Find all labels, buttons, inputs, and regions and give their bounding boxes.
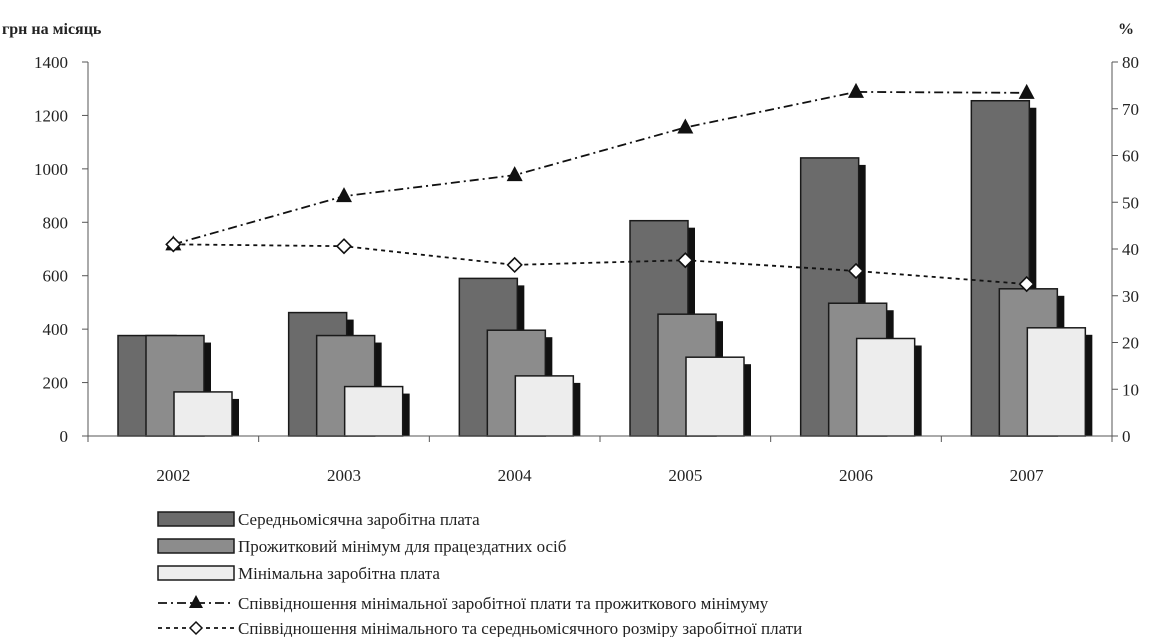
- bar-depth: [744, 364, 751, 436]
- diamond-point: [1018, 275, 1035, 293]
- right-axis-tick-label: 0: [1122, 427, 1131, 446]
- bar-depth: [232, 398, 239, 436]
- x-axis-tick-label: 2006: [839, 466, 873, 485]
- bar-depth: [858, 164, 866, 436]
- series-line: [173, 91, 1027, 246]
- triangle-point: [336, 187, 352, 203]
- legend: Середньомісячна заробітна плата Прожитков…: [157, 510, 802, 637]
- bar-depth: [1085, 334, 1093, 436]
- x-axis-tick-label: 2003: [327, 466, 361, 485]
- bar: [343, 385, 404, 437]
- x-axis-tick-label: 2002: [156, 466, 190, 485]
- left-axis-tick-label: 200: [43, 374, 69, 393]
- left-axis-tick-label: 400: [43, 320, 69, 339]
- right-axis-tick-label: 50: [1122, 193, 1139, 212]
- bar-depth: [402, 393, 410, 436]
- right-axis-tick-label: 70: [1122, 100, 1139, 119]
- triangle-point: [677, 118, 694, 134]
- x-axis-labels: 2002 2003 2004 2005 2006 2007: [156, 466, 1044, 485]
- legend-bar-swatch: [157, 511, 235, 527]
- triangle-point: [848, 82, 864, 98]
- triangle-point: [1018, 83, 1035, 99]
- series-line: [173, 243, 1027, 285]
- legend-label: Середньомісячна заробітна плата: [238, 510, 480, 529]
- right-axis-unit-label: %: [1118, 21, 1134, 38]
- diamond-point: [506, 256, 523, 274]
- diamond-point: [335, 238, 353, 255]
- bar-depth: [573, 382, 581, 436]
- right-axis-tick-label: 40: [1122, 240, 1139, 259]
- legend-diamond-marker: [188, 620, 204, 636]
- legend-label: Співвідношення мінімальної заробітної пл…: [238, 594, 769, 613]
- bar-depth: [204, 342, 211, 436]
- triangle-point: [506, 166, 523, 182]
- bar: [1026, 327, 1087, 437]
- left-axis-unit-label: грн на місяць: [2, 21, 102, 38]
- diamond-point: [847, 262, 865, 280]
- bar-plot: [117, 99, 1093, 437]
- diamond-point: [677, 252, 694, 269]
- left-axis-tick-label: 1000: [34, 160, 68, 179]
- bar: [685, 356, 745, 437]
- legend-bar-swatch: [157, 565, 235, 581]
- diamond-point: [165, 236, 182, 253]
- bar-depth: [1029, 107, 1037, 436]
- line-plot: [165, 82, 1035, 293]
- left-axis-tick-label: 1400: [34, 53, 68, 72]
- legend-bar-swatch: [157, 538, 235, 554]
- left-axis-tick-label: 1200: [34, 106, 68, 125]
- left-axis-tick-label: 800: [43, 213, 69, 232]
- legend-triangle-marker: [189, 595, 203, 608]
- legend-label: Мінімальна заробітна плата: [238, 564, 440, 583]
- left-axis-tick-label: 0: [60, 427, 69, 446]
- legend-label: Прожитковий мінімум для працездатних осі…: [238, 537, 566, 556]
- x-axis-tick-label: 2004: [498, 466, 533, 485]
- right-axis-tick-label: 80: [1122, 53, 1139, 72]
- bar: [855, 337, 916, 437]
- right-axis-tick-label: 60: [1122, 147, 1139, 166]
- x-axis-tick-label: 2005: [668, 466, 702, 485]
- legend-label: Співвідношення мінімального та середньом…: [238, 619, 802, 637]
- bar: [514, 375, 575, 437]
- left-axis: 0 200 400 600 800 1000 1200 1400: [34, 53, 88, 446]
- bar: [173, 391, 233, 437]
- x-axis-tick-label: 2007: [1010, 466, 1045, 485]
- axes: [87, 62, 1113, 442]
- bar-depth: [914, 345, 922, 436]
- right-axis-tick-label: 20: [1122, 334, 1139, 353]
- right-axis: 0 10 20 30 40 50 60 70 80: [1112, 53, 1139, 446]
- right-axis-tick-label: 10: [1122, 380, 1139, 399]
- left-axis-tick-label: 600: [43, 267, 69, 286]
- right-axis-tick-label: 30: [1122, 287, 1139, 306]
